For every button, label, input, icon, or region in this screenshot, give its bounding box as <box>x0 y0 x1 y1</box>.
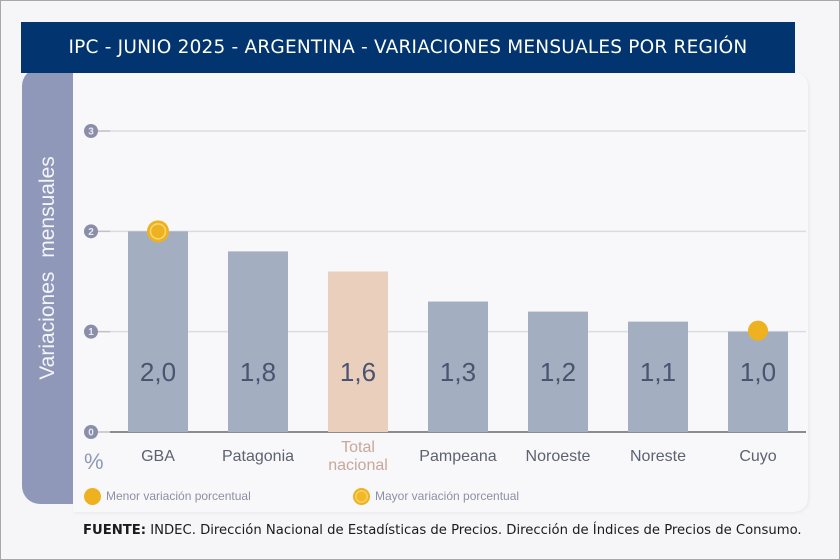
x-tick-label: Pampeana <box>419 448 496 465</box>
legend-label-mayor: Mayor variación porcentual <box>375 489 520 503</box>
title-banner: IPC - JUNIO 2025 - ARGENTINA - VARIACION… <box>21 22 795 73</box>
legend-item-mayor: Mayor variación porcentual <box>353 486 519 506</box>
bar-pampeana <box>428 301 488 432</box>
mayor-marker-ring <box>149 223 167 240</box>
y-axis-band <box>22 68 73 504</box>
mayor-marker-icon <box>353 487 370 505</box>
y-tick-label: 3 <box>88 127 94 138</box>
value-label: 1,8 <box>240 357 276 387</box>
tick-badge <box>84 324 98 339</box>
y-tick-label: 2 <box>88 227 94 238</box>
x-tick-labels: GBA Patagonia Total nacional Pampeana Noroest… <box>141 439 777 474</box>
x-tick-label: Noroeste <box>526 448 591 465</box>
menor-marker-icon <box>84 487 101 505</box>
y-tick-label: 1 <box>88 327 94 338</box>
source-text: INDEC. Dirección Nacional de Estadística… <box>146 523 802 538</box>
value-label: 1,0 <box>740 357 776 387</box>
x-tick-label: Total nacional <box>328 439 388 474</box>
bar-noroeste <box>528 311 588 432</box>
tick-badge <box>84 224 98 239</box>
tick-badge <box>84 425 98 439</box>
bar-noreste <box>628 321 688 432</box>
value-labels: 2,0 1,8 1,6 1,3 1,2 1,1 1,0 <box>140 357 776 387</box>
plot-panel <box>73 72 808 512</box>
value-label: 1,1 <box>640 357 676 387</box>
y-ticks: 0 1 2 3 <box>84 124 110 439</box>
bar-patagonia <box>228 251 288 432</box>
chart-title: IPC - JUNIO 2025 - ARGENTINA - VARIACION… <box>68 37 748 58</box>
x-tick-label: Patagonia <box>222 448 294 465</box>
tick-badge <box>84 124 98 138</box>
y-tick-label: 0 <box>88 428 94 439</box>
source-label: FUENTE: <box>83 523 147 538</box>
y-unit-label: % <box>84 449 104 474</box>
value-label: 2,0 <box>140 357 176 387</box>
source-note: FUENTE: INDEC. Dirección Nacional de Est… <box>83 523 802 538</box>
bar-gba <box>128 231 188 432</box>
bar-cuyo <box>728 331 788 432</box>
value-label: 1,6 <box>340 357 376 387</box>
value-label: 1,2 <box>540 357 576 387</box>
legend-item-menor: Menor variación porcentual <box>84 486 251 506</box>
legend-label-menor: Menor variación porcentual <box>106 489 251 503</box>
bars <box>128 231 788 432</box>
menor-variation-marker <box>748 320 768 341</box>
bar-total-nacional <box>328 271 388 432</box>
value-label: 1,3 <box>440 357 476 387</box>
markers <box>147 220 768 341</box>
x-tick-label: Noreste <box>630 448 686 465</box>
x-tick-label: Cuyo <box>739 448 776 465</box>
x-tick-label: GBA <box>141 448 175 465</box>
